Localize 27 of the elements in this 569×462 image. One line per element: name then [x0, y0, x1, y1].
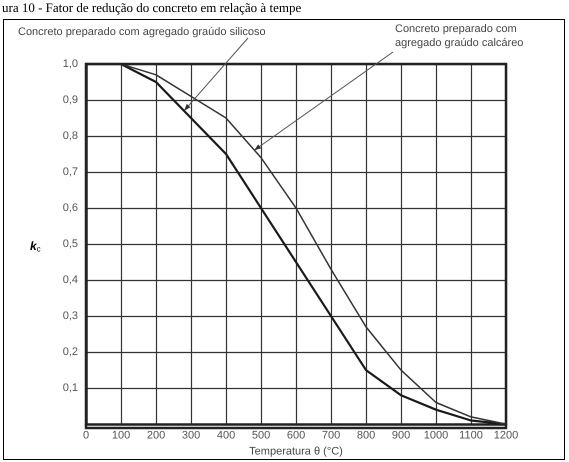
x-tick-label: 1000: [424, 430, 448, 442]
x-tick-label: 900: [392, 430, 410, 442]
y-tick-label: 0,8: [62, 130, 78, 142]
x-tick-label: 1200: [494, 430, 518, 442]
annotation: Concreto preparado com agregado graúdo silicoso: [18, 26, 266, 38]
y-tick-label: 0,2: [62, 346, 78, 358]
x-tick-label: 600: [286, 430, 306, 442]
x-tick-label: 800: [356, 430, 376, 442]
y-tick-label: 0,4: [62, 274, 78, 286]
y-tick-label: 1,0: [62, 58, 78, 70]
y-tick-label: 0,9: [62, 94, 78, 106]
x-tick-label: 700: [322, 430, 340, 442]
x-tick-label: 100: [112, 430, 130, 442]
y-tick-label: 0,1: [62, 382, 78, 394]
y-tick-label: 0,6: [62, 202, 78, 214]
annotation: Concreto preparado com agregado graúdo calcáreo: [395, 23, 524, 49]
x-tick-label: 1100: [459, 430, 483, 442]
x-tick-label: 400: [216, 430, 236, 442]
x-tick-label: 500: [252, 430, 270, 442]
chart-title: ura 10 - Fator de redução do concreto em relação à tempe: [2, 0, 302, 15]
x-tick-label: 300: [182, 430, 200, 442]
x-tick-label: 200: [146, 430, 166, 442]
x-tick-label: 0: [82, 430, 90, 442]
y-tick-label: 0,3: [62, 310, 78, 322]
y-tick-label: 0,7: [62, 166, 78, 178]
y-tick-label: 0,5: [62, 238, 78, 250]
x-axis-title: Temperatura θ (°C): [249, 446, 343, 458]
